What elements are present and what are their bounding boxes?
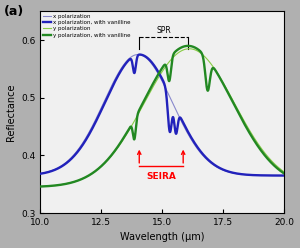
Y-axis label: Reflectance: Reflectance	[6, 83, 16, 141]
Text: (a): (a)	[4, 5, 24, 18]
Text: SEIRA: SEIRA	[146, 172, 176, 181]
X-axis label: Wavelength (μm): Wavelength (μm)	[120, 232, 205, 243]
Text: SPR: SPR	[156, 26, 171, 35]
Legend: x polarization, x polarization, with vanilline, y polarization, y polarization, : x polarization, x polarization, with van…	[42, 13, 131, 38]
